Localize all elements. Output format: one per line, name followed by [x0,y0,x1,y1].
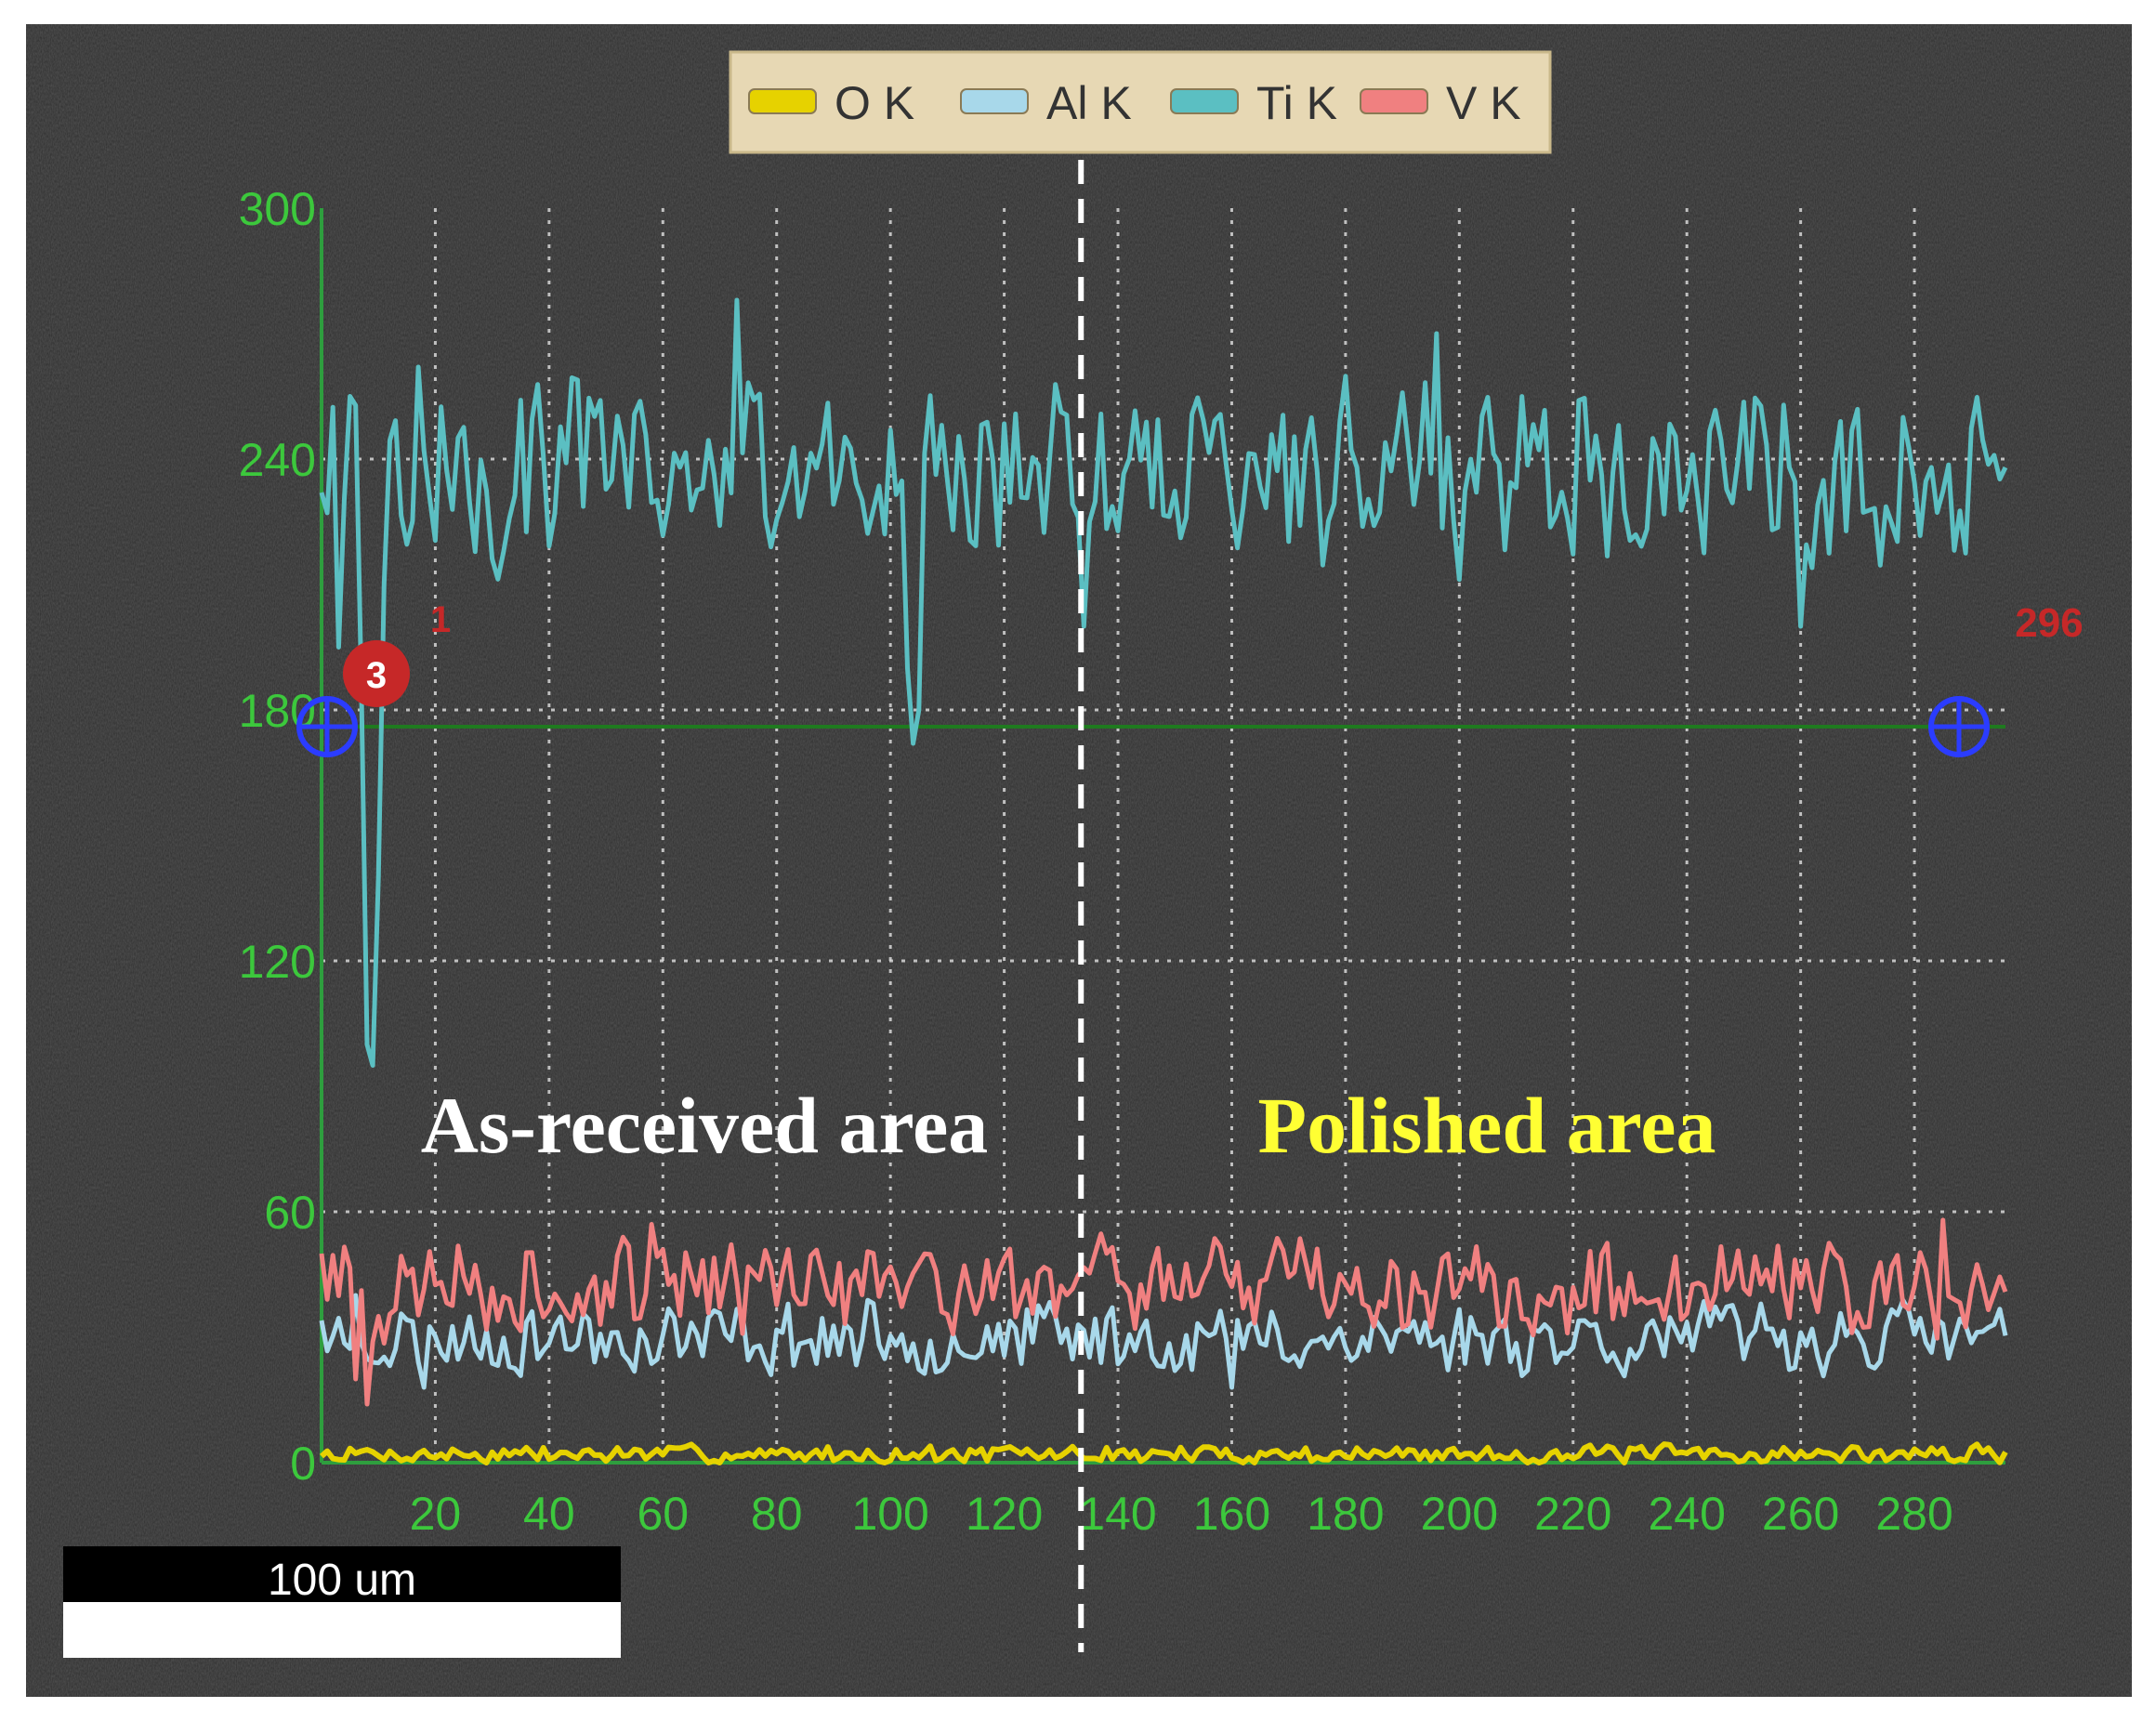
y-tick-label-0: 0 [290,1438,316,1490]
as-received-area-label: As-received area [421,1081,989,1170]
legend-label-al-k: Al K [1046,77,1132,129]
x-tick-label-100: 100 [851,1488,928,1540]
y-tick-label-300: 300 [239,183,316,235]
y-tick-label-240: 240 [239,434,316,486]
x-tick-label-120: 120 [966,1488,1043,1540]
legend-item-al-k: Al K [960,77,1132,129]
left-cursor-crosshair-icon[interactable] [296,696,358,757]
x-tick-label-40: 40 [523,1488,575,1540]
legend-swatch-o-k [748,88,817,114]
right-cursor-crosshair-icon[interactable] [1928,696,1990,757]
legend-label-o-k: O K [835,77,914,129]
legend-item-o-k: O K [748,77,914,129]
tick-labels: 20 40 60 80 100 120 140 160 180 200 220 240 260 280 0 6… [239,183,1953,1540]
scale-bar: 100 um [63,1546,621,1658]
y-tick-label-120: 120 [239,936,316,988]
x-tick-label-20: 20 [410,1488,462,1540]
series-line-ti-k [319,297,2008,1068]
legend: O K Al K Ti K V K [729,50,1552,154]
x-tick-label-220: 220 [1534,1488,1611,1540]
x-tick-label-200: 200 [1421,1488,1498,1540]
x-tick-label-240: 240 [1648,1488,1725,1540]
x-tick-label-140: 140 [1079,1488,1156,1540]
plot-series [319,297,2008,1465]
scale-bar-label: 100 um [268,1556,416,1605]
legend-label-v-k: V K [1446,77,1521,129]
end-point-label: 296 [2015,600,2083,646]
svg-text:3: 3 [366,655,387,696]
x-tick-label-60: 60 [637,1488,689,1540]
legend-label-ti-k: Ti K [1256,77,1337,129]
legend-item-v-k: V K [1360,77,1521,129]
series-line-v-k [319,1217,2008,1407]
legend-item-ti-k: Ti K [1170,77,1337,129]
polished-area-label: Polished area [1258,1081,1716,1170]
x-tick-label-260: 260 [1762,1488,1839,1540]
point-marker-1: 1 [430,599,451,640]
x-tick-label-80: 80 [751,1488,803,1540]
x-tick-label-280: 280 [1875,1488,1952,1540]
series-line-al-k [319,1293,2008,1390]
y-tick-label-60: 60 [264,1187,316,1239]
point-marker-3[interactable]: 3 [343,640,410,707]
legend-swatch-al-k [960,88,1029,114]
x-tick-label-180: 180 [1307,1488,1384,1540]
legend-swatch-ti-k [1170,88,1239,114]
x-tick-label-160: 160 [1193,1488,1270,1540]
series-line-o-k [319,1441,2008,1465]
legend-swatch-v-k [1360,88,1428,114]
